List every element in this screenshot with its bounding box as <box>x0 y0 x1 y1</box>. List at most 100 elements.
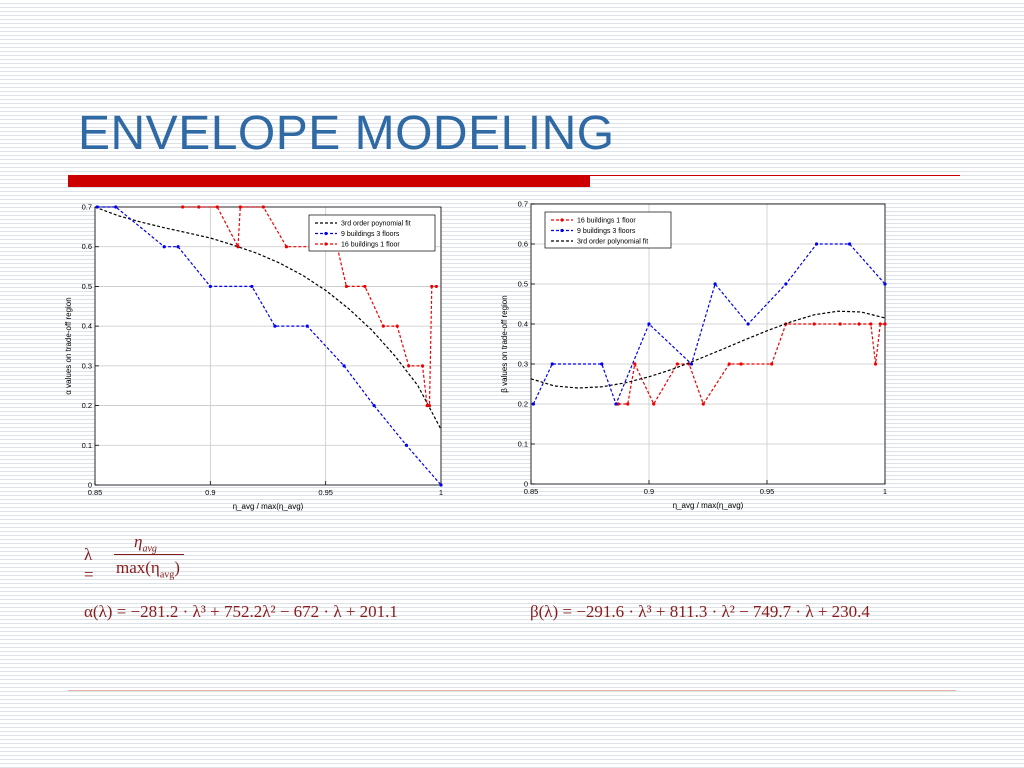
alpha-formula: α(λ) = −281.2 · λ³ + 752.2λ² − 672 · λ +… <box>84 602 398 621</box>
alpha-series-2-point-9 <box>344 284 349 289</box>
beta-series-1-point-5 <box>689 362 694 366</box>
beta-series-1-point-6 <box>713 282 717 286</box>
beta-ytick-label-6: 0.6 <box>518 240 528 249</box>
alpha-xtick-label-0: 0.85 <box>88 488 103 497</box>
alpha-chart: 0.85 0.9 0.95 1 0 0.1 0.2 0.3 0.4 0.5 0.6 0.7 η_avg … <box>64 203 443 512</box>
alpha-series-2-point-10 <box>363 284 367 289</box>
alpha-series-1-point-9 <box>372 403 376 408</box>
alpha-ytick-label-5: 0.5 <box>82 282 92 291</box>
lambda-lhs: λ = <box>84 545 94 584</box>
beta-chart: 0.85 0.9 0.95 1 0 0.1 0.2 0.3 0.4 0.5 0.6 0.7 η_avg … <box>500 200 887 511</box>
beta-plot-area <box>531 204 885 484</box>
beta-xlabel: η_avg / max(η_avg) <box>673 501 744 510</box>
alpha-xtick-label-2: 0.95 <box>318 488 333 497</box>
alpha-series-2-point-11 <box>381 324 385 328</box>
beta-series-0-point-14 <box>869 322 873 326</box>
beta-series-0-point-6 <box>701 402 705 406</box>
alpha-series-2-point-0 <box>181 205 185 209</box>
beta-series-1-point-4 <box>647 322 651 326</box>
alpha-series-1-point-2 <box>162 245 166 249</box>
alpha-series-2-point-1 <box>197 205 201 209</box>
beta-series-0-point-11 <box>812 322 816 326</box>
alpha-xlabel: η_avg / max(η_avg) <box>233 502 304 511</box>
beta-series-0-point-9 <box>770 362 774 366</box>
beta-legend-marker-0 <box>560 218 564 222</box>
alpha-series-2-point-12 <box>395 324 399 328</box>
title-underline-line <box>590 175 960 176</box>
beta-ytick-label-4: 0.4 <box>518 320 528 329</box>
beta-ytick-label-0: 0 <box>524 480 528 489</box>
alpha-series-1-point-7 <box>305 324 309 328</box>
beta-series-1-point-3 <box>614 402 618 406</box>
alpha-ytick-label-3: 0.3 <box>82 361 92 370</box>
beta-ytick-label-2: 0.2 <box>518 400 528 409</box>
beta-series-1-point-1 <box>550 362 554 366</box>
alpha-legend-marker-2 <box>324 242 328 246</box>
lambda-denominator: max(ηavg) <box>116 558 180 581</box>
beta-series-0-point-0 <box>616 402 620 406</box>
alpha-ytick-label-4: 0.4 <box>82 322 92 331</box>
title-underline-bar <box>68 175 590 187</box>
beta-series-0-point-13 <box>857 322 861 326</box>
alpha-series-1-point-10 <box>404 443 408 447</box>
alpha-ytick-label-6: 0.6 <box>82 242 92 251</box>
beta-series-0-point-3 <box>652 402 656 406</box>
alpha-series-1-point-1 <box>114 205 118 209</box>
beta-series-1-line <box>532 243 886 406</box>
alpha-ytick-label-0: 0 <box>88 481 92 490</box>
alpha-xtick-label-1: 0.9 <box>205 488 215 497</box>
alpha-series-2-point-6 <box>284 245 289 249</box>
alpha-series-1-line <box>97 206 442 486</box>
alpha-series-1-point-6 <box>273 324 277 328</box>
alpha-legend-marker-1 <box>324 231 328 236</box>
alpha-series-1-point-4 <box>208 284 212 289</box>
alpha-ytick-label-7: 0.7 <box>82 203 92 212</box>
slide-title: ENVELOPE MODELING <box>78 107 615 160</box>
alpha-series-1-point-3 <box>176 245 180 249</box>
beta-series-1-point-10 <box>848 242 852 246</box>
beta-series-1-point-2 <box>600 362 604 366</box>
beta-xtick-label-2: 0.95 <box>760 487 775 496</box>
alpha-series-0-line <box>94 206 442 430</box>
beta-legend-label-1: 9 buildings 3 floors <box>577 228 636 235</box>
alpha-series-1-point-11 <box>439 483 443 487</box>
alpha-ylabel: α values on trade-off region <box>64 297 73 394</box>
beta-series-0-point-12 <box>838 322 842 326</box>
alpha-series-1-point-8 <box>342 364 346 368</box>
beta-series-0-point-16 <box>878 322 882 326</box>
beta-series-0-point-17 <box>883 322 887 326</box>
beta-legend-label-0: 16 buildings 1 floor <box>577 218 636 225</box>
alpha-series-1-point-5 <box>250 284 254 289</box>
alpha-series-2-point-4 <box>238 205 242 209</box>
alpha-series-2-point-5 <box>261 205 265 209</box>
beta-series-0-point-1 <box>626 402 630 406</box>
alpha-series-2-point-18 <box>434 284 438 289</box>
lambda-numerator: ηavg <box>134 532 157 555</box>
alpha-legend-label-1: 9 buildings 3 floors <box>341 231 400 238</box>
alpha-ytick-label-2: 0.2 <box>82 401 92 410</box>
fraction-bar <box>114 554 184 555</box>
alpha-series-2-point-2 <box>215 205 219 209</box>
beta-ytick-label-5: 0.5 <box>518 280 528 289</box>
beta-xtick-label-1: 0.9 <box>644 487 654 496</box>
beta-ytick-label-7: 0.7 <box>518 200 528 209</box>
alpha-legend-label-0: 3rd order poynomial fit <box>341 221 411 228</box>
beta-series-1-point-7 <box>746 322 750 326</box>
beta-series-2-line <box>530 310 886 389</box>
footer-divider <box>68 690 956 691</box>
beta-formula: β(λ) = −291.6 · λ³ + 811.3 · λ² − 749.7 … <box>530 602 870 621</box>
beta-series-0-point-4 <box>675 362 679 366</box>
beta-series-0-point-15 <box>873 362 878 366</box>
beta-series-1-point-8 <box>784 282 788 286</box>
beta-series-1-point-9 <box>814 242 819 246</box>
beta-legend-label-2: 3rd order polynomial fit <box>577 239 648 246</box>
beta-series-1-point-11 <box>883 282 887 286</box>
alpha-series-2-point-15 <box>425 403 429 408</box>
beta-series-0-point-8 <box>739 362 743 366</box>
alpha-legend-label-2: 16 buildings 1 floor <box>341 242 400 249</box>
beta-ytick-label-1: 0.1 <box>518 440 528 449</box>
alpha-series-2-point-14 <box>420 364 425 368</box>
beta-axes-frame <box>530 203 886 485</box>
beta-ytick-label-3: 0.3 <box>518 360 528 369</box>
beta-xtick-label-0: 0.85 <box>524 487 539 496</box>
